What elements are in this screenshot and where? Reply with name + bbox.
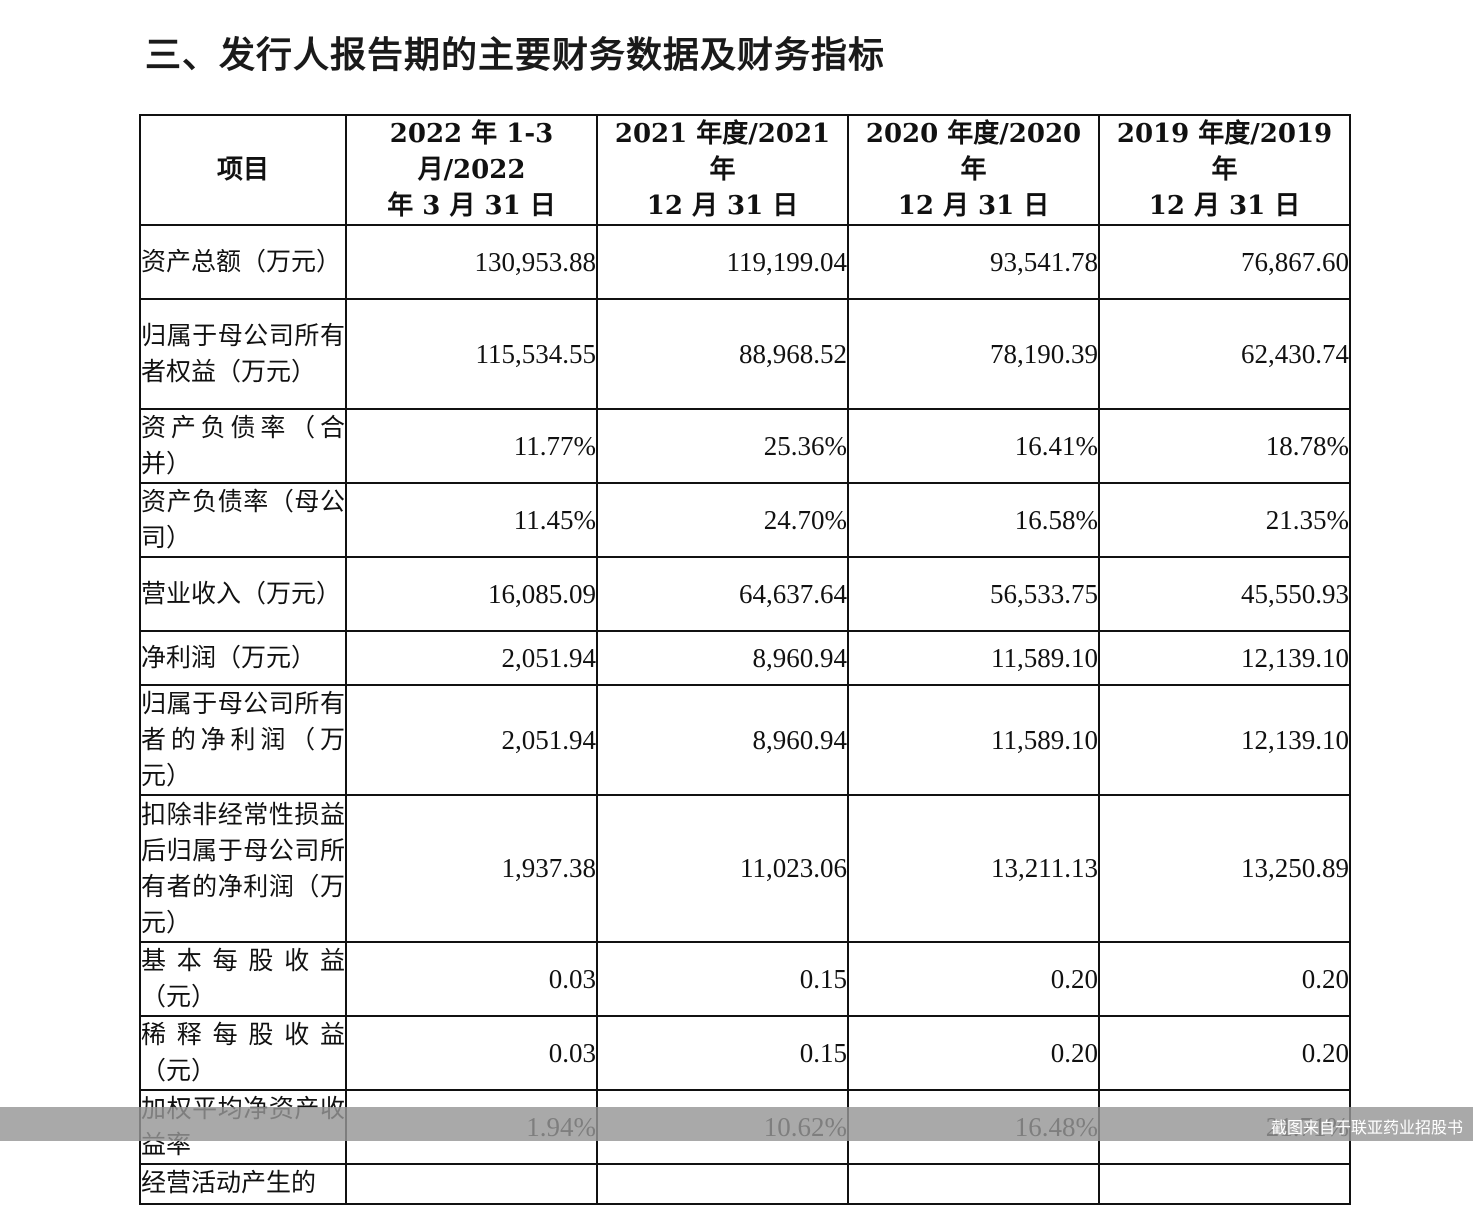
cell-value <box>1098 1163 1351 1205</box>
row-label: 净利润（万元） <box>139 630 347 686</box>
row-label: 经营活动产生的 <box>139 1163 347 1205</box>
cell-value: 11.77% <box>345 408 598 484</box>
caption-bar: 截图来自于联亚药业招股书 <box>0 1107 1473 1141</box>
cell-value: 119,199.04 <box>596 224 849 300</box>
row-label: 资产负债率（母公司） <box>139 482 347 558</box>
cell-value: 11,589.10 <box>847 684 1100 796</box>
cell-value: 0.20 <box>847 941 1100 1017</box>
table-row: 基本每股收益（元） 0.03 0.15 0.20 0.20 <box>139 941 1351 1017</box>
cell-value: 18.78% <box>1098 408 1351 484</box>
cell-value: 130,953.88 <box>345 224 598 300</box>
table-row: 经营活动产生的 <box>139 1163 1351 1205</box>
row-label: 归属于母公司所有者权益（万元） <box>139 298 347 410</box>
cell-value: 64,637.64 <box>596 556 849 632</box>
cell-value: 62,430.74 <box>1098 298 1351 410</box>
table-row: 资产负债率（母公司） 11.45% 24.70% 16.58% 21.35% <box>139 482 1351 558</box>
cell-value: 2,051.94 <box>345 630 598 686</box>
table-row: 归属于母公司所有者权益（万元） 115,534.55 88,968.52 78,… <box>139 298 1351 410</box>
cell-value: 76,867.60 <box>1098 224 1351 300</box>
row-label: 资产负债率（合并） <box>139 408 347 484</box>
section-heading: 三、发行人报告期的主要财务数据及财务指标 <box>145 35 886 76</box>
cell-value: 8,960.94 <box>596 684 849 796</box>
cell-value: 0.20 <box>1098 941 1351 1017</box>
header-2019: 2019 年度/2019 年 12 月 31 日 <box>1098 114 1351 226</box>
header-item: 项目 <box>139 114 347 226</box>
row-label: 资产总额（万元） <box>139 224 347 300</box>
cell-value: 0.20 <box>1098 1015 1351 1091</box>
cell-value: 1,937.38 <box>345 794 598 943</box>
table-row: 营业收入（万元） 16,085.09 64,637.64 56,533.75 4… <box>139 556 1351 632</box>
table-row: 扣除非经常性损益后归属于母公司所有者的净利润（万元） 1,937.38 11,0… <box>139 794 1351 943</box>
cell-value: 88,968.52 <box>596 298 849 410</box>
cell-value: 115,534.55 <box>345 298 598 410</box>
cell-value: 0.20 <box>847 1015 1100 1091</box>
cell-value <box>847 1163 1100 1205</box>
table-row: 资产负债率（合并） 11.77% 25.36% 16.41% 18.78% <box>139 408 1351 484</box>
header-2021: 2021 年度/2021 年 12 月 31 日 <box>596 114 849 226</box>
cell-value: 0.03 <box>345 1015 598 1091</box>
cell-value: 12,139.10 <box>1098 630 1351 686</box>
cell-value: 24.70% <box>596 482 849 558</box>
cell-value: 13,250.89 <box>1098 794 1351 943</box>
row-label: 归属于母公司所有者的净利润（万元） <box>139 684 347 796</box>
table-row: 稀释每股收益（元） 0.03 0.15 0.20 0.20 <box>139 1015 1351 1091</box>
cell-value: 11,589.10 <box>847 630 1100 686</box>
table-row: 归属于母公司所有者的净利润（万元） 2,051.94 8,960.94 11,5… <box>139 684 1351 796</box>
cell-value: 2,051.94 <box>345 684 598 796</box>
cell-value: 0.15 <box>596 1015 849 1091</box>
cell-value: 0.15 <box>596 941 849 1017</box>
row-label: 基本每股收益（元） <box>139 941 347 1017</box>
cell-value: 56,533.75 <box>847 556 1100 632</box>
table-header-row: 项目 2022 年 1-3 月/2022 年 3 月 31 日 2021 年度/… <box>139 114 1351 226</box>
cell-value: 8,960.94 <box>596 630 849 686</box>
financial-data-table: 项目 2022 年 1-3 月/2022 年 3 月 31 日 2021 年度/… <box>139 114 1351 1205</box>
cell-value: 25.36% <box>596 408 849 484</box>
cell-value: 16,085.09 <box>345 556 598 632</box>
cell-value: 93,541.78 <box>847 224 1100 300</box>
cell-value: 11.45% <box>345 482 598 558</box>
table-row: 净利润（万元） 2,051.94 8,960.94 11,589.10 12,1… <box>139 630 1351 686</box>
cell-value: 12,139.10 <box>1098 684 1351 796</box>
row-label: 营业收入（万元） <box>139 556 347 632</box>
cell-value: 78,190.39 <box>847 298 1100 410</box>
cell-value <box>596 1163 849 1205</box>
row-label: 稀释每股收益（元） <box>139 1015 347 1091</box>
table-row: 资产总额（万元） 130,953.88 119,199.04 93,541.78… <box>139 224 1351 300</box>
cell-value: 21.35% <box>1098 482 1351 558</box>
cell-value: 16.58% <box>847 482 1100 558</box>
cell-value: 11,023.06 <box>596 794 849 943</box>
cell-value <box>345 1163 598 1205</box>
cell-value: 13,211.13 <box>847 794 1100 943</box>
header-2020: 2020 年度/2020 年 12 月 31 日 <box>847 114 1100 226</box>
cell-value: 45,550.93 <box>1098 556 1351 632</box>
row-label: 扣除非经常性损益后归属于母公司所有者的净利润（万元） <box>139 794 347 943</box>
source-caption: 截图来自于联亚药业招股书 <box>1270 1118 1463 1137</box>
cell-value: 0.03 <box>345 941 598 1017</box>
cell-value: 16.41% <box>847 408 1100 484</box>
header-2022q1: 2022 年 1-3 月/2022 年 3 月 31 日 <box>345 114 598 226</box>
